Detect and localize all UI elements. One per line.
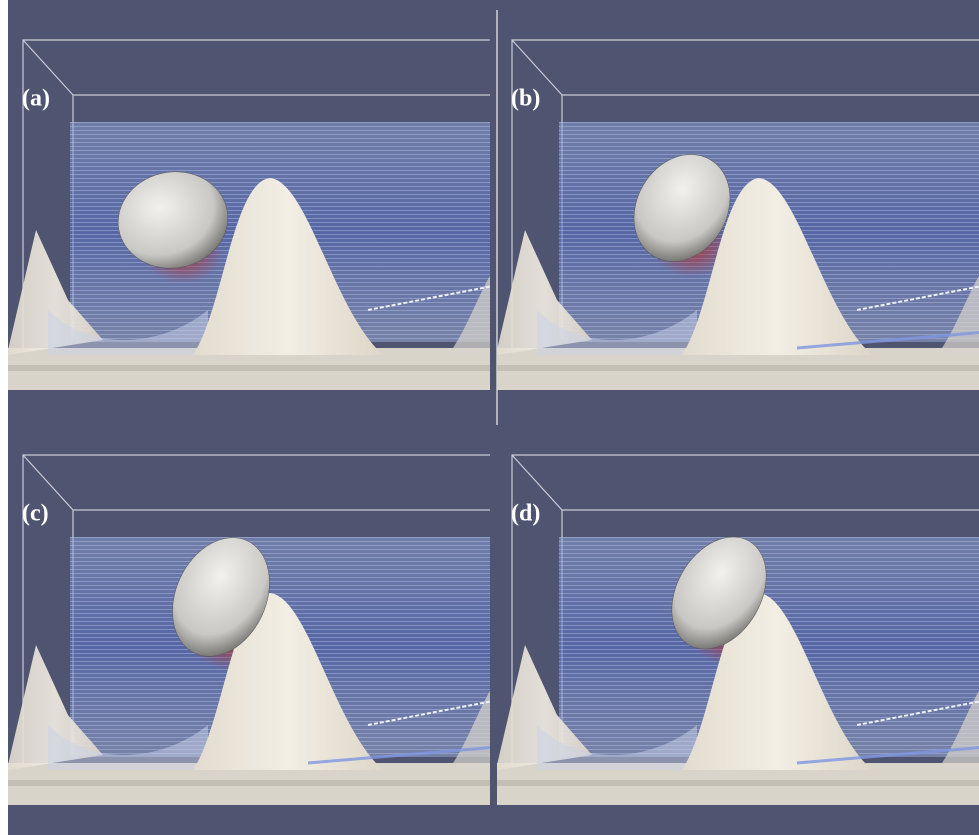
figure: (a) (b) (c) (d) <box>0 0 979 835</box>
ground-edge <box>497 780 979 786</box>
panel-label: (b) <box>511 86 540 112</box>
panel-label: (a) <box>22 86 50 112</box>
ground-edge <box>8 780 498 786</box>
ground-edge <box>497 365 979 371</box>
margin <box>0 0 8 835</box>
ground-edge <box>8 365 498 371</box>
panel-label: (d) <box>511 501 540 527</box>
panel-label: (c) <box>22 501 49 527</box>
